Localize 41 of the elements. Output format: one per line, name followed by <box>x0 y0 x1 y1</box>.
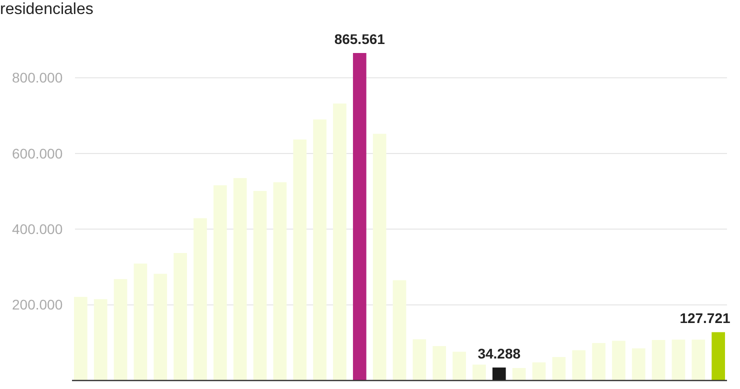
bar <box>352 53 366 380</box>
bar <box>692 340 706 380</box>
bar <box>512 368 526 380</box>
bar <box>412 339 426 380</box>
bar <box>114 279 128 380</box>
bar <box>94 299 108 380</box>
bar <box>253 190 267 380</box>
bar <box>313 119 326 380</box>
bar <box>134 264 148 380</box>
bar <box>492 368 506 380</box>
data-label: 34.288 <box>478 346 521 362</box>
bar <box>154 274 168 380</box>
bar <box>552 357 566 380</box>
bar <box>532 362 546 380</box>
bar <box>333 104 346 380</box>
bar <box>194 218 207 380</box>
bar <box>233 178 247 380</box>
bar <box>452 352 466 380</box>
bar <box>392 280 406 380</box>
bar <box>612 340 626 380</box>
bar <box>652 340 666 380</box>
y-tick-label: 800.000 <box>12 70 63 86</box>
bar <box>432 346 446 380</box>
bar <box>372 134 386 380</box>
data-label: 127.721 <box>680 310 731 326</box>
bar <box>592 343 606 380</box>
y-tick-label: 400.000 <box>12 221 63 238</box>
chart-title: residenciales <box>0 1 94 18</box>
bar <box>572 350 586 380</box>
bar <box>632 348 646 380</box>
bar <box>712 332 726 380</box>
y-tick-label: 200.000 <box>12 296 63 313</box>
bar <box>293 139 307 380</box>
bar <box>273 182 287 380</box>
bar <box>174 252 187 380</box>
bar <box>213 185 227 380</box>
data-label: 865.561 <box>334 31 386 47</box>
y-tick-label: 600.000 <box>12 145 63 162</box>
bar <box>472 364 486 380</box>
bar <box>672 340 686 380</box>
bar <box>74 296 88 380</box>
